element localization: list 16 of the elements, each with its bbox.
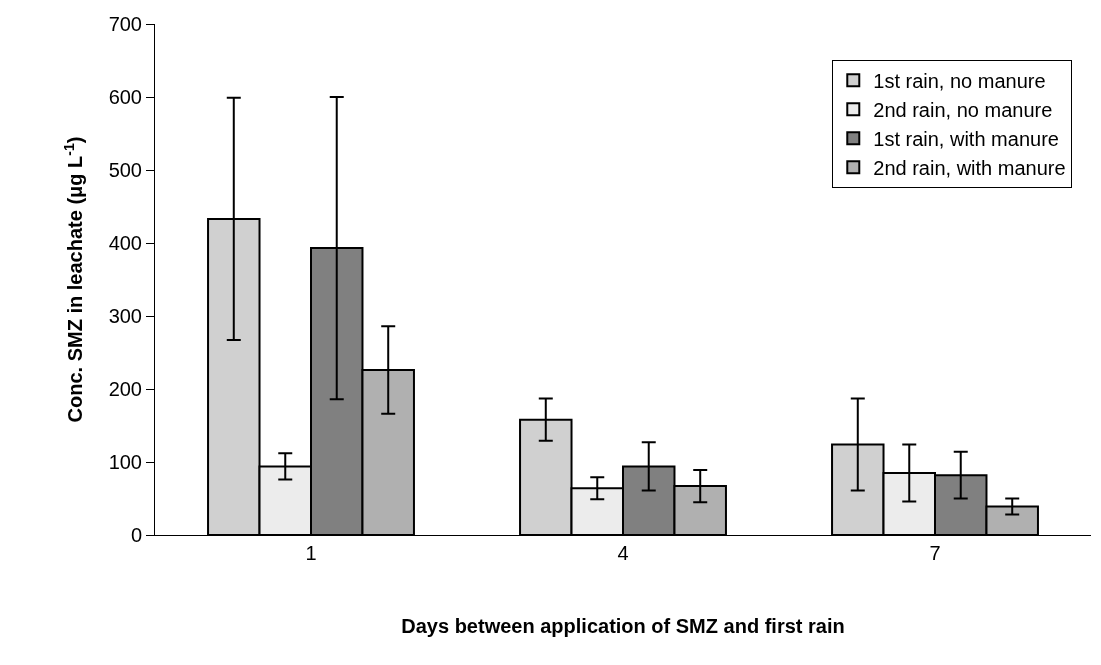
x-tick-label: 4 (617, 542, 629, 564)
legend-label: 1st rain, with manure (873, 128, 1059, 151)
legend-label: 2nd rain, with manure (873, 157, 1066, 180)
x-tick-label: 7 (929, 542, 941, 564)
x-axis-title: Days between application of SMZ and first rain (401, 614, 845, 637)
y-tick-label: 500 (108, 159, 142, 181)
legend-label: 1st rain, no manure (873, 70, 1046, 93)
y-tick-label: 0 (130, 524, 142, 546)
y-tick-label: 600 (108, 86, 142, 108)
x-tick-label: 1 (305, 542, 317, 564)
y-tick-label: 700 (108, 13, 142, 35)
y-tick-label: 400 (108, 232, 142, 254)
legend-label: 2nd rain, no manure (873, 99, 1053, 122)
y-tick-label: 200 (108, 378, 142, 400)
y-tick-label: 300 (108, 305, 142, 327)
y-tick-label: 100 (108, 451, 142, 473)
